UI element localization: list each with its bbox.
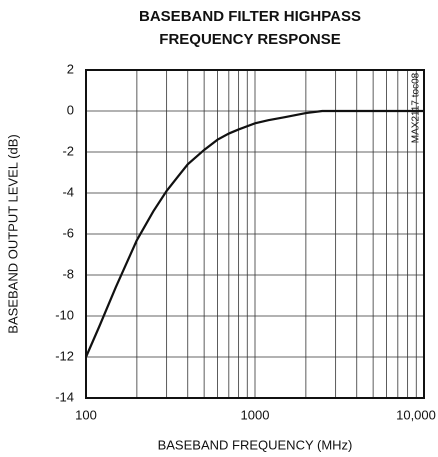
y-tick-label: -12 [55, 348, 74, 363]
data-line [84, 109, 424, 358]
x-axis-label: BASEBAND FREQUENCY (MHz) [158, 437, 353, 452]
y-tick-label: -10 [55, 307, 74, 322]
y-axis-label: BASEBAND OUTPUT LEVEL (dB) [5, 134, 20, 333]
y-tick-label: 0 [67, 102, 74, 117]
y-tick-label: -2 [62, 143, 74, 158]
x-tick-label: 100 [75, 407, 97, 422]
plot-frame [85, 69, 425, 399]
y-tick-label: -14 [55, 389, 74, 404]
y-tick-label: -6 [62, 225, 74, 240]
x-tick-label: 10,000 [396, 407, 436, 422]
y-tick-label: -4 [62, 184, 74, 199]
x-tick-label: 1000 [241, 407, 270, 422]
y-tick-label: 2 [67, 61, 74, 76]
chart-title: FREQUENCY RESPONSE [159, 31, 340, 48]
chart-title: BASEBAND FILTER HIGHPASS [139, 8, 361, 25]
y-tick-label: -8 [62, 266, 74, 281]
